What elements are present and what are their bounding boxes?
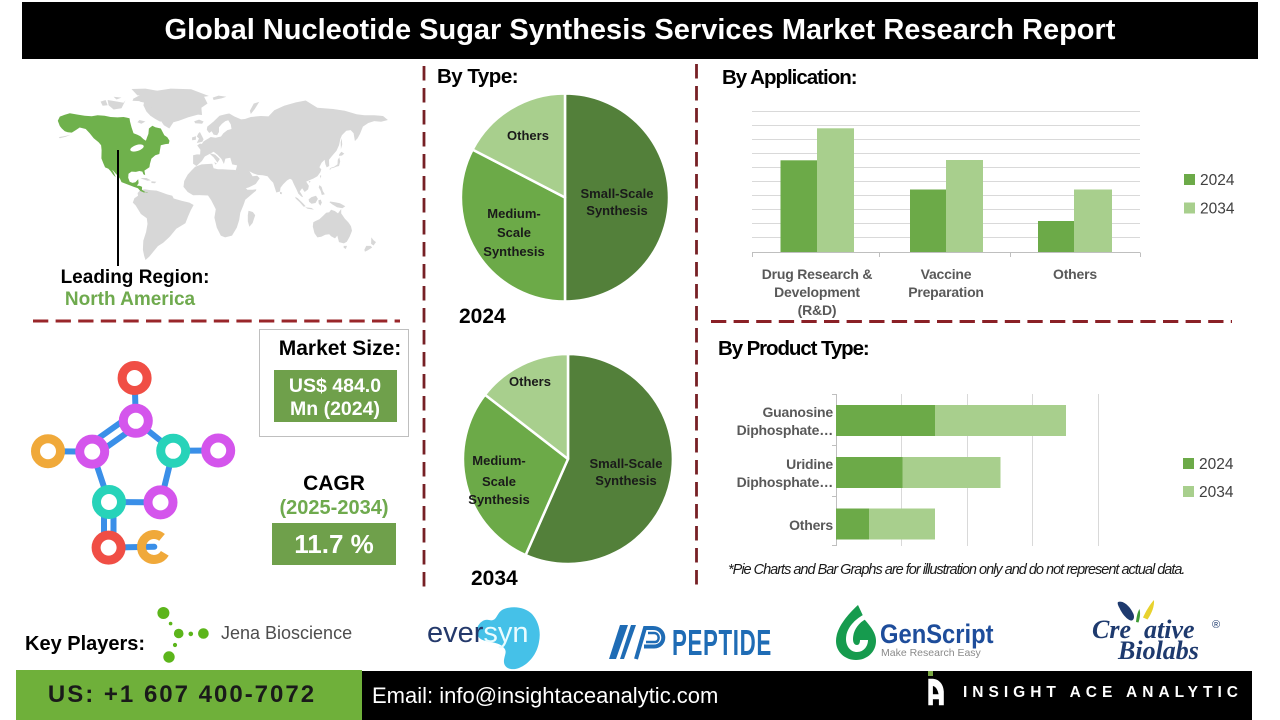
svg-text:Drug Research &: Drug Research & — [762, 266, 873, 282]
svg-text:Preparation: Preparation — [908, 284, 984, 300]
svg-text:Others: Others — [789, 517, 833, 533]
svg-text:Small-Scale: Small-Scale — [590, 456, 663, 471]
svg-text:2024: 2024 — [1199, 456, 1234, 473]
svg-text:Vaccine: Vaccine — [921, 266, 972, 282]
svg-text:Development: Development — [774, 284, 860, 300]
svg-text:2024: 2024 — [1200, 172, 1235, 189]
svg-text:Small-Scale: Small-Scale — [581, 186, 654, 201]
svg-text:Diphosphate…: Diphosphate… — [737, 422, 833, 438]
svg-text:Scale: Scale — [482, 474, 516, 489]
svg-text:Synthesis: Synthesis — [586, 203, 647, 218]
svg-text:Uridine: Uridine — [786, 456, 833, 472]
svg-text:Synthesis: Synthesis — [468, 492, 529, 507]
svg-text:Others: Others — [507, 128, 549, 143]
svg-text:Guanosine: Guanosine — [762, 404, 833, 420]
svg-text:Scale: Scale — [497, 225, 531, 240]
svg-text:Others: Others — [1053, 266, 1097, 282]
svg-text:(R&D): (R&D) — [798, 302, 837, 318]
svg-text:Others: Others — [509, 374, 551, 389]
svg-text:Synthesis: Synthesis — [483, 244, 544, 259]
svg-text:2034: 2034 — [1199, 484, 1234, 501]
svg-text:Medium-: Medium- — [487, 206, 540, 221]
svg-text:Diphosphate…: Diphosphate… — [737, 474, 833, 490]
svg-text:2034: 2034 — [1200, 201, 1235, 218]
svg-text:Medium-: Medium- — [472, 453, 525, 468]
svg-text:Synthesis: Synthesis — [595, 473, 656, 488]
